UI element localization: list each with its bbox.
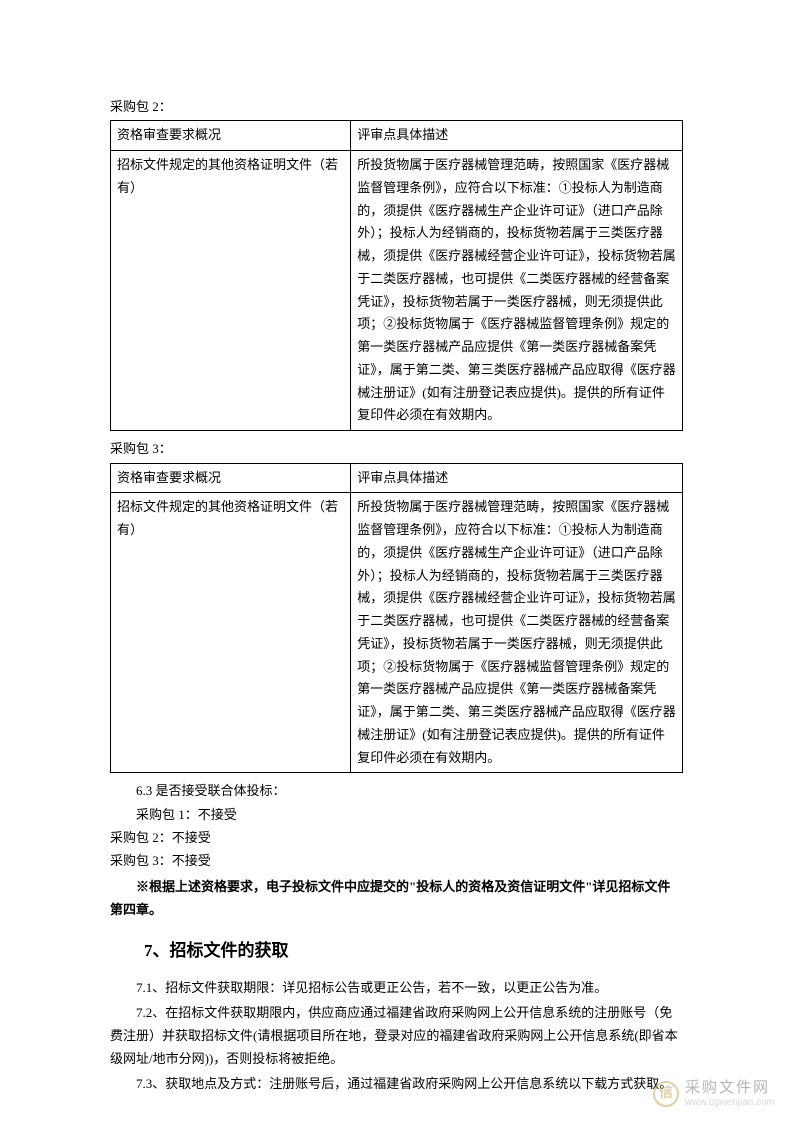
watermark-text-block: 采购文件网 www.cgwenjian.com <box>685 1079 775 1108</box>
package-3-accept: 采购包 3：不接受 <box>110 849 683 872</box>
package-2-label: 采购包 2： <box>110 95 683 118</box>
package-2-table: 资格审查要求概况 评审点具体描述 招标文件规定的其他资格证明文件（若有） 所投货… <box>110 120 683 431</box>
note-text: ※根据上述资格要求，电子投标文件中应提交的"投标人的资格及资信证明文件"详见招标… <box>110 875 683 922</box>
package-2-accept: 采购包 2：不接受 <box>110 826 683 849</box>
package-3-label: 采购包 3： <box>110 437 683 460</box>
table-header-col1: 资格审查要求概况 <box>111 463 351 493</box>
table-header-col1: 资格审查要求概况 <box>111 121 351 151</box>
section-6-3-title: 6.3 是否接受联合体投标： <box>110 779 683 802</box>
package-1-accept: 采购包 1：不接受 <box>110 803 683 826</box>
table-header-col2: 评审点具体描述 <box>351 121 683 151</box>
watermark: 信 采购文件网 www.cgwenjian.com <box>653 1079 775 1108</box>
table-cell-col2: 所投货物属于医疗器械管理范畴，按照国家《医疗器械监督管理条例》，应符合以下标准：… <box>351 151 683 431</box>
table-cell-col1: 招标文件规定的其他资格证明文件（若有） <box>111 151 351 431</box>
section-7-3: 7.3、获取地点及方式：注册账号后，通过福建省政府采购网上公开信息系统以下载方式… <box>110 1072 683 1095</box>
table-row: 招标文件规定的其他资格证明文件（若有） 所投货物属于医疗器械管理范畴，按照国家《… <box>111 151 683 431</box>
table-header-col2: 评审点具体描述 <box>351 463 683 493</box>
watermark-title: 采购文件网 <box>685 1079 775 1096</box>
table-cell-col1: 招标文件规定的其他资格证明文件（若有） <box>111 493 351 773</box>
table-row: 招标文件规定的其他资格证明文件（若有） 所投货物属于医疗器械管理范畴，按照国家《… <box>111 493 683 773</box>
package-3-table: 资格审查要求概况 评审点具体描述 招标文件规定的其他资格证明文件（若有） 所投货… <box>110 463 683 774</box>
table-cell-col2: 所投货物属于医疗器械管理范畴，按照国家《医疗器械监督管理条例》，应符合以下标准：… <box>351 493 683 773</box>
section-7-heading: 7、招标文件的获取 <box>110 936 683 967</box>
section-7-1: 7.1、招标文件获取期限：详见招标公告或更正公告，若不一致，以更正公告为准。 <box>110 976 683 999</box>
watermark-icon: 信 <box>653 1081 679 1107</box>
section-7-2: 7.2、在招标文件获取期限内，供应商应通过福建省政府采购网上公开信息系统的注册账… <box>110 1001 683 1071</box>
watermark-url: www.cgwenjian.com <box>685 1097 775 1109</box>
